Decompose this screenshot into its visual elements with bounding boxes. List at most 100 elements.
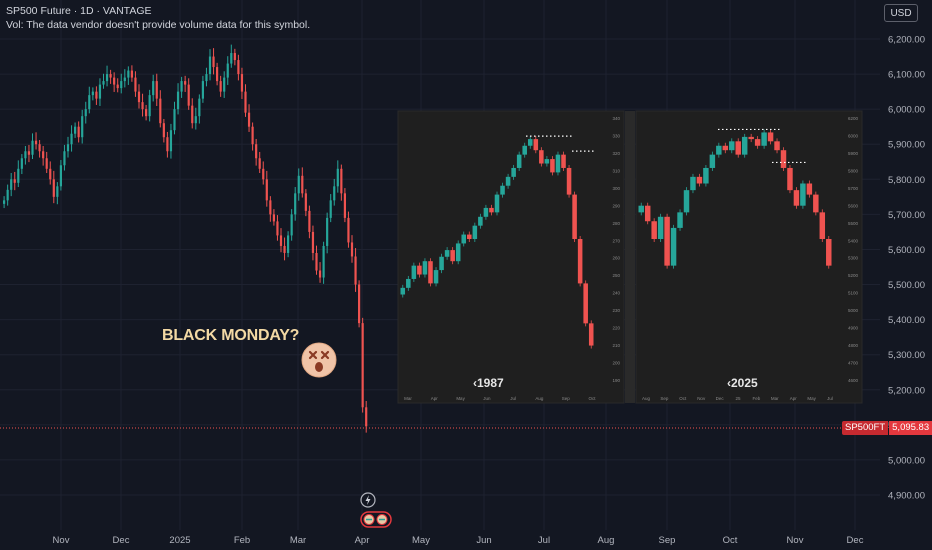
inset-time-tick: May	[807, 396, 816, 401]
inset-candle-body	[472, 225, 478, 239]
candle-body	[287, 235, 290, 253]
candle-body	[308, 210, 311, 232]
candle-body	[66, 144, 70, 152]
inset-price-tick: 5100	[848, 291, 859, 296]
currency-button[interactable]: USD	[884, 4, 918, 22]
inset-candle-body	[461, 234, 467, 244]
candle-body	[326, 217, 329, 246]
inset-candle-body	[644, 205, 651, 222]
inset-time-tick: Oct	[679, 396, 687, 401]
candle-body	[31, 140, 34, 155]
inset-candle-body	[780, 150, 787, 168]
candle-body	[198, 98, 201, 117]
inset-candle-body	[670, 227, 677, 266]
candle-body	[208, 56, 212, 75]
time-tick-label: Dec	[847, 535, 864, 546]
inset-candle-body	[826, 239, 832, 266]
candle-body	[361, 323, 364, 408]
time-tick-label: Apr	[355, 535, 370, 546]
inset-candle-body	[455, 243, 461, 262]
candle-body	[63, 151, 66, 166]
inset-candle-body	[677, 212, 683, 228]
candle-body	[52, 179, 55, 197]
event-markers[interactable]	[360, 491, 394, 531]
candle-body	[343, 193, 346, 218]
inset-candle-body	[522, 145, 527, 155]
last-price-tag: SP500FT 5,095.83	[842, 421, 932, 435]
candle-body	[159, 98, 162, 124]
candle-body	[105, 74, 109, 82]
inset-candle-body	[439, 256, 444, 271]
inset-candle-body	[793, 190, 800, 206]
candle-body	[137, 91, 141, 103]
candle-body	[279, 235, 283, 246]
price-tick-label: 5,700.00	[888, 210, 925, 221]
price-tick-label: 5,400.00	[888, 315, 925, 326]
symbol-title[interactable]: SP500 Future · 1D · VANTAGE	[6, 5, 152, 17]
inset-price-tick: 5200	[848, 273, 859, 278]
price-tick-label: 6,000.00	[888, 105, 925, 116]
candle-body	[205, 74, 208, 82]
candle-body	[162, 123, 165, 138]
inset-candle-body	[819, 212, 826, 239]
candle-body	[347, 217, 350, 243]
lightning-icon[interactable]	[360, 492, 376, 508]
candle-body	[219, 81, 222, 92]
inset-1987-label: ‹1987	[473, 376, 504, 390]
inset-candle-body	[683, 190, 690, 213]
candle-body	[336, 168, 339, 187]
candle-body	[233, 53, 236, 61]
inset-price-tick: 310	[612, 168, 620, 173]
candle-body	[88, 95, 91, 110]
inset-price-tick: 6000	[848, 133, 859, 138]
candle-body	[184, 81, 187, 85]
volume-note: Vol: The data vendor doesn't provide vol…	[6, 19, 311, 31]
candle-body	[258, 158, 261, 169]
candle-body	[152, 81, 155, 96]
inset-price-tick: 230	[612, 308, 620, 313]
inset-candle-body	[533, 139, 539, 151]
candle-body	[176, 91, 180, 110]
candle-body	[59, 165, 62, 187]
candle-body	[301, 175, 304, 194]
candle-body	[216, 67, 219, 82]
candle-body	[294, 193, 297, 215]
inset-candle-body	[748, 136, 754, 140]
inset-time-tick: Feb	[753, 396, 761, 401]
inset-price-tick: 250	[612, 273, 620, 278]
candle-body	[127, 70, 130, 78]
dizzy-face-emoji-icon	[301, 342, 337, 378]
inset-time-tick: Jul	[827, 396, 833, 401]
candle-body	[269, 200, 272, 215]
inset-price-tick: 210	[612, 343, 620, 348]
inset-candle-body	[539, 150, 544, 164]
inset-candle-body	[511, 167, 516, 177]
inset-candle-body	[400, 287, 406, 295]
inset-candle-body	[703, 167, 709, 184]
inset-candle-body	[422, 261, 428, 275]
candle-body	[329, 200, 332, 218]
inset-price-tick: 5900	[848, 151, 859, 156]
inset-candle-body	[483, 207, 489, 217]
candle-body	[148, 95, 151, 117]
inset-price-tick: 5600	[848, 203, 859, 208]
inset-candle-body	[806, 183, 813, 195]
inset-price-tick: 5000	[848, 308, 859, 313]
earnings-icon[interactable]	[360, 511, 392, 528]
inset-candle-body	[767, 132, 774, 142]
inset-candle-body	[800, 183, 806, 206]
time-tick-label: Jun	[476, 535, 491, 546]
candle-body	[350, 242, 354, 257]
candle-body	[95, 91, 98, 99]
candle-body	[191, 105, 194, 124]
inset-candle-body	[411, 265, 417, 279]
candle-body	[187, 84, 190, 106]
inset-candle-body	[572, 194, 577, 239]
inset-price-tick: 330	[612, 133, 620, 138]
inset-time-tick: May	[456, 396, 465, 401]
candle-body	[98, 84, 102, 99]
candle-body	[226, 63, 229, 78]
time-tick-label: 2025	[169, 535, 190, 546]
inset-toolbar-strip	[625, 111, 635, 403]
